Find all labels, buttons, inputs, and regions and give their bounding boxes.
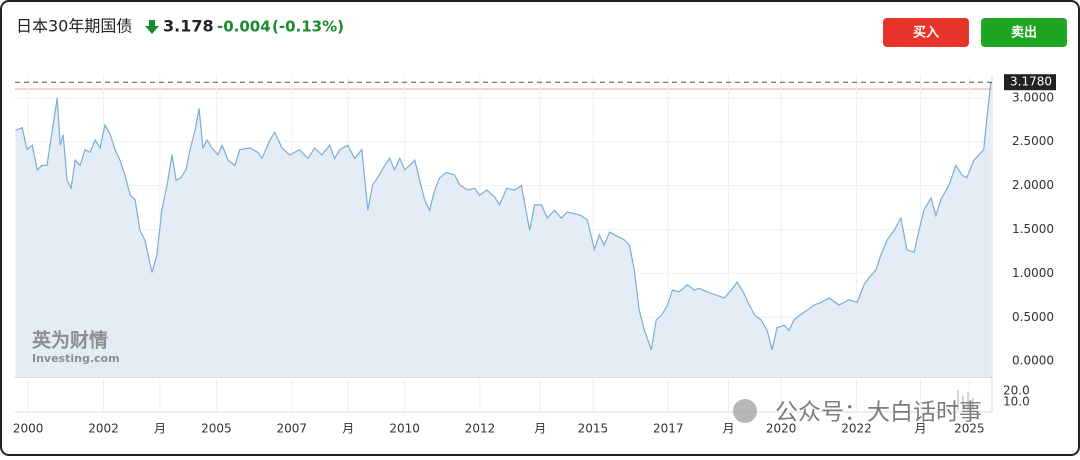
volume-tick-label: 10.0	[1003, 395, 1030, 409]
buy-button-bg[interactable]	[883, 18, 969, 47]
x-tick-label: 月	[534, 422, 546, 436]
buy-label[interactable]: 买入	[913, 26, 939, 41]
price: 3.178	[163, 17, 214, 36]
x-tick-label: 2020	[766, 422, 797, 436]
x-tick-label: 2010	[389, 422, 420, 436]
x-tick-label: 2017	[653, 422, 684, 436]
change-percent: (-0.13%)	[272, 18, 344, 36]
x-tick-label: 月	[914, 422, 926, 436]
price-tag	[1004, 74, 1056, 91]
x-tick-label: 2025	[954, 422, 985, 436]
y-tick-label: 0.0000	[1012, 354, 1054, 368]
sell-button[interactable]: 卖出	[981, 18, 1067, 47]
x-tick-label: 月	[722, 422, 734, 436]
y-tick-label: 2.0000	[1012, 178, 1054, 192]
instrument-title: 日本30年期国债	[16, 17, 132, 36]
x-tick-label: 月	[154, 422, 166, 436]
x-tick-label: 2022	[841, 422, 872, 436]
wechat-icon	[733, 399, 757, 423]
volume-candles	[957, 390, 974, 410]
brand-watermark: 英为财情	[32, 329, 108, 352]
change: -0.004	[217, 18, 271, 36]
y-tick-label: 3.0000	[1012, 90, 1054, 104]
down-arrow	[145, 20, 159, 34]
buy-button[interactable]: 买入	[883, 18, 969, 47]
y-tick-label: 1.5000	[1012, 222, 1054, 236]
y-tick-label: 0.5000	[1012, 310, 1054, 324]
area-fill	[15, 82, 991, 377]
overlay-watermark: 公众号：大白话时事	[775, 400, 982, 426]
y-tick-label: 2.5000	[1012, 134, 1054, 148]
x-tick-label: 2012	[465, 422, 496, 436]
sell-button-bg[interactable]	[981, 18, 1067, 47]
sell-label[interactable]: 卖出	[1011, 25, 1037, 41]
line	[15, 82, 992, 350]
brand-sub-watermark: Investing.com	[32, 352, 120, 365]
y-tick-label: 1.0000	[1012, 266, 1054, 280]
price-tag-label: 3.1780	[1010, 75, 1052, 89]
x-tick-label: 2007	[276, 422, 307, 436]
x-tick-label: 月	[342, 422, 354, 436]
x-tick-label: 2005	[201, 422, 232, 436]
x-tick-label: 2000	[13, 422, 44, 436]
x-tick-label: 2002	[88, 422, 119, 436]
volume-tick-label: 20.0	[1003, 384, 1030, 398]
x-tick-label: 2015	[578, 422, 609, 436]
